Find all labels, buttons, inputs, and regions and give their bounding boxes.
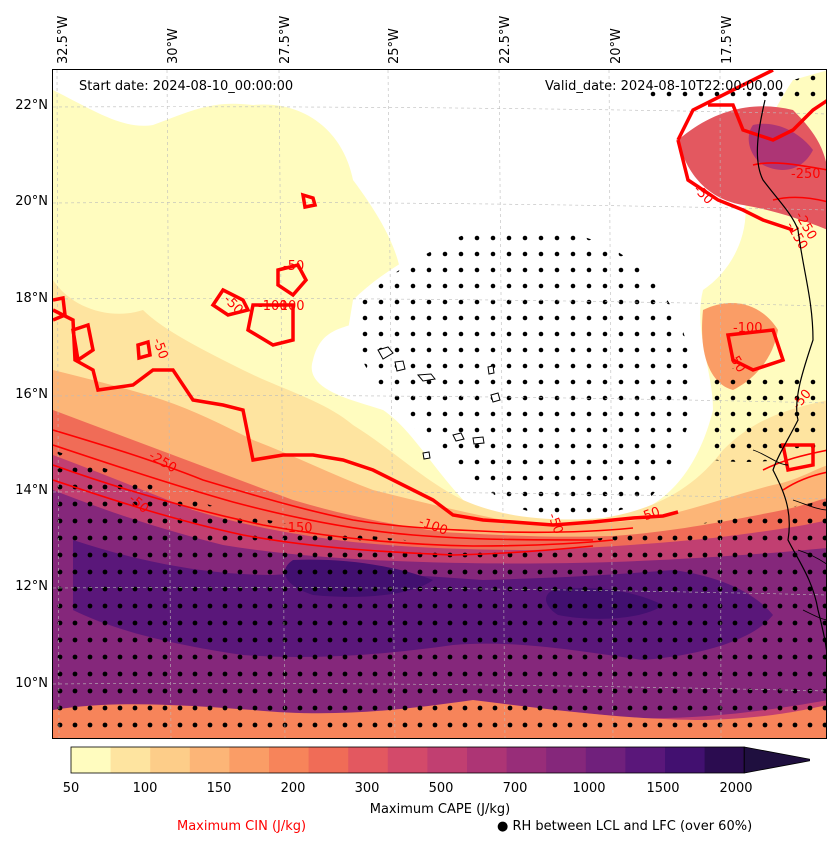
colorbar-swatch <box>546 747 587 773</box>
lon-tick-30w: 30°W <box>166 28 181 64</box>
colorbar-swatch <box>110 747 151 773</box>
lat-tick-14n: 14°N <box>15 483 48 498</box>
rh-legend-label: RH between LCL and LFC (over 60%) <box>512 819 753 834</box>
start-date-label: Start date: 2024-08-10_00:00:00 <box>79 79 294 94</box>
contour-label: -50 <box>283 259 304 274</box>
colorbar <box>70 746 810 774</box>
valid-date-label: Valid_date: 2024-08-10T22:00:00.00 <box>545 79 784 94</box>
lat-tick-16n: 16°N <box>15 387 48 402</box>
contour-label: -50 <box>149 336 170 361</box>
cin-contours <box>53 70 826 556</box>
contour-label: -150 <box>283 521 313 536</box>
lat-tick-20n: 20°N <box>15 194 48 209</box>
colorbar-tick: 50 <box>62 781 80 796</box>
colorbar-swatch <box>71 747 111 773</box>
colorbar-swatch <box>625 747 666 773</box>
lat-tick-18n: 18°N <box>15 291 48 306</box>
colorbar-tick: 300 <box>354 781 380 796</box>
colorbar-tick: 1500 <box>646 781 680 796</box>
contour-label: -50 <box>544 511 565 536</box>
senegal-river-coast <box>752 449 826 621</box>
lon-tick-17-5w: 17.5°W <box>720 15 735 64</box>
lat-tick-10n: 10°N <box>15 676 48 691</box>
rh-dots-east <box>705 367 826 462</box>
colorbar-swatch <box>704 747 745 773</box>
contour-label: -100 <box>275 299 305 314</box>
cape-verde-islands <box>377 346 501 460</box>
rh-dot-icon: ● <box>497 819 509 834</box>
colorbar-swatch <box>150 747 191 773</box>
lat-tick-22n: 22°N <box>15 98 48 113</box>
colorbar-swatch <box>189 747 230 773</box>
colorbar-swatch <box>427 747 468 773</box>
colorbar-label: Maximum CAPE (J/kg) <box>369 802 511 817</box>
cape-cin-map: -50 -50 -50 -100 -100 -150 -100 -250 -50… <box>53 70 826 738</box>
colorbar-swatch <box>585 747 626 773</box>
colorbar-swatch <box>348 747 389 773</box>
map-gridlines <box>53 70 826 738</box>
colorbar-swatch <box>308 747 349 773</box>
cape-fill-ne-core <box>748 123 813 170</box>
contour-label: -250 <box>791 167 821 182</box>
africa-coastline <box>756 99 826 651</box>
colorbar-tick: 100 <box>132 781 158 796</box>
lon-tick-27-5w: 27.5°W <box>278 15 293 64</box>
rh-dots-ne <box>643 70 826 104</box>
lon-tick-20w: 20°W <box>609 28 624 64</box>
colorbar-swatch <box>269 747 309 773</box>
colorbar-tick: 700 <box>502 781 528 796</box>
colorbar-tick: 1000 <box>572 781 606 796</box>
colorbar-swatch <box>229 747 270 773</box>
colorbar-tick: 500 <box>428 781 454 796</box>
lon-tick-25w: 25°W <box>387 28 402 64</box>
lon-tick-32-5w: 32.5°W <box>56 15 71 64</box>
colorbar-extend-arrow <box>743 746 810 774</box>
rh-dots-central <box>353 228 695 517</box>
contour-label: -100 <box>733 321 763 336</box>
lon-tick-22-5w: 22.5°W <box>498 15 513 64</box>
contour-label: -50 <box>637 504 662 525</box>
colorbar-swatch <box>665 747 705 773</box>
colorbar-tick: 200 <box>280 781 306 796</box>
map-panel: -50 -50 -50 -100 -100 -150 -100 -250 -50… <box>52 69 827 739</box>
rh-legend: ● RH between LCL and LFC (over 60%) <box>497 819 752 834</box>
colorbar-swatch <box>467 747 507 773</box>
contour-label: -100 <box>258 299 288 314</box>
colorbar-swatch <box>506 747 547 773</box>
colorbar-swatch <box>387 747 428 773</box>
lat-tick-12n: 12°N <box>15 579 48 594</box>
colorbar-tick: 2000 <box>719 781 753 796</box>
cin-legend-label: Maximum CIN (J/kg) <box>177 819 307 834</box>
colorbar-tick: 150 <box>206 781 232 796</box>
